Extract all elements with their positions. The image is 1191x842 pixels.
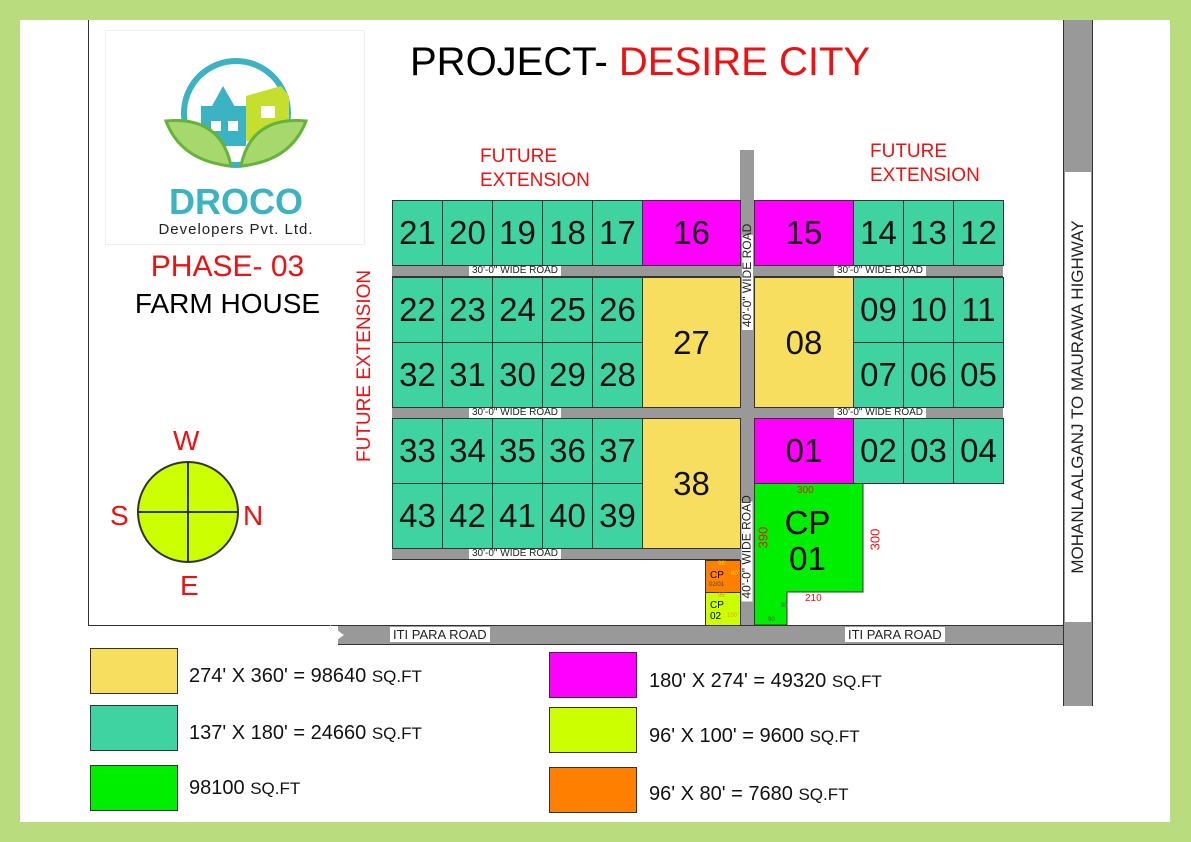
main-road-label-top: 40'-0" WIDE ROAD xyxy=(740,224,754,330)
compass-w: W xyxy=(173,425,200,456)
cp02-plot[interactable]: 96' CP 02 100' xyxy=(705,592,741,626)
cp01-plot[interactable] xyxy=(754,483,866,627)
iti-road-label-left: ITI PARA ROAD xyxy=(390,627,490,642)
legend-swatch-teal xyxy=(90,705,178,751)
legend-text: 96' X 100' = 9600 SQ.FT xyxy=(649,725,860,747)
plot-19[interactable]: 19 xyxy=(492,200,543,266)
plot-05[interactable]: 05 xyxy=(953,342,1004,408)
plot-14[interactable]: 14 xyxy=(853,200,904,266)
plot-40[interactable]: 40 xyxy=(542,483,593,549)
compass-n: N xyxy=(243,500,264,531)
plot-11[interactable]: 11 xyxy=(953,277,1004,343)
compass-icon xyxy=(137,461,239,563)
plot-03[interactable]: 03 xyxy=(903,418,954,484)
plot-15[interactable]: 15 xyxy=(754,200,854,266)
plot-39[interactable]: 39 xyxy=(592,483,643,549)
cp01-dim-top: 300 xyxy=(797,485,814,496)
plot-34[interactable]: 34 xyxy=(442,418,493,484)
plot-25[interactable]: 25 xyxy=(542,277,593,343)
plot-16[interactable]: 16 xyxy=(642,200,741,266)
plot-04[interactable]: 04 xyxy=(953,418,1004,484)
legend-text: 96' X 80' = 7680 SQ.FT xyxy=(649,783,849,805)
plot-38[interactable]: 38 xyxy=(642,418,741,549)
cp01-dim-small: 90 xyxy=(768,617,775,623)
road-30ft-label: 30'-0" WIDE ROAD xyxy=(469,265,562,276)
plot-13[interactable]: 13 xyxy=(903,200,954,266)
plot-36[interactable]: 36 xyxy=(542,418,593,484)
highway-label: MOHANLAALGANJ TO MAURAWA HIGHWAY xyxy=(1065,172,1091,622)
cp02-label: CP 02 xyxy=(710,600,724,622)
road-30ft-label: 30'-0" WIDE ROAD xyxy=(834,407,927,418)
farm-house-label: FARM HOUSE xyxy=(134,288,321,319)
plot-31[interactable]: 31 xyxy=(442,342,493,408)
cp01-dim-notch: 210 xyxy=(805,593,822,604)
main-road-label-bottom: 40'-0" WIDE ROAD xyxy=(740,495,754,602)
plot-01[interactable]: 01 xyxy=(754,418,854,484)
logo-brand: DROCO xyxy=(169,181,303,222)
plot-29[interactable]: 29 xyxy=(542,342,593,408)
road-30ft xyxy=(392,265,740,277)
plot-23[interactable]: 23 xyxy=(442,277,493,343)
plot-07[interactable]: 07 xyxy=(853,342,904,408)
plot-41[interactable]: 41 xyxy=(492,483,543,549)
plot-08[interactable]: 08 xyxy=(754,277,854,408)
road-30ft-label: 30'-0" WIDE ROAD xyxy=(469,548,562,559)
plot-27[interactable]: 27 xyxy=(642,277,741,408)
legend-swatch-green xyxy=(90,765,178,811)
plot-10[interactable]: 10 xyxy=(903,277,954,343)
plot-02[interactable]: 02 xyxy=(853,418,904,484)
logo-company: Developers Pvt. Ltd. xyxy=(158,221,314,238)
logo: DROCO Developers Pvt. Ltd. xyxy=(105,30,365,245)
road-30ft xyxy=(392,548,740,560)
iti-road-label-right: ITI PARA ROAD xyxy=(845,627,945,642)
plot-33[interactable]: 33 xyxy=(392,418,443,484)
legend-swatch-lime xyxy=(549,707,637,753)
logo-house-icon xyxy=(163,58,309,168)
plot-26[interactable]: 26 xyxy=(592,277,643,343)
cp01-dim-left: 390 xyxy=(755,526,771,549)
road-30ft-label: 30'-0" WIDE ROAD xyxy=(834,265,927,276)
plot-32[interactable]: 32 xyxy=(392,342,443,408)
compass-s: S xyxy=(110,500,129,531)
plot-21[interactable]: 21 xyxy=(392,200,443,266)
future-extension-top-right: FUTURE EXTENSION xyxy=(870,141,980,186)
plot-37[interactable]: 37 xyxy=(592,418,643,484)
plot-18[interactable]: 18 xyxy=(542,200,593,266)
plot-28[interactable]: 28 xyxy=(592,342,643,408)
cp01-dim-right: 300 xyxy=(867,528,883,551)
compass-e: E xyxy=(180,570,199,601)
road-end-arrow xyxy=(330,625,344,645)
page-title: PROJECT- DESIRE CITY xyxy=(410,40,871,84)
phase-label: PHASE- 03 xyxy=(150,250,305,283)
plot-24[interactable]: 24 xyxy=(492,277,543,343)
plot-06[interactable]: 06 xyxy=(903,342,954,408)
legend-swatch-magenta xyxy=(549,652,637,698)
plot-09[interactable]: 09 xyxy=(853,277,904,343)
cp01-label: CP 01 xyxy=(784,504,831,577)
legend-text: 274' X 360' = 98640 SQ.FT xyxy=(189,665,422,687)
future-extension-left: FUTURE EXTENSION xyxy=(354,269,375,462)
road-30ft-label: 30'-0" WIDE ROAD xyxy=(469,407,562,418)
plot-22[interactable]: 22 xyxy=(392,277,443,343)
plot-12[interactable]: 12 xyxy=(953,200,1004,266)
plot-17[interactable]: 17 xyxy=(592,200,643,266)
site-boundary-bottom xyxy=(88,625,338,626)
cp0201-plot[interactable]: 96' CP 80' 02/01 xyxy=(705,560,741,593)
project-name: DESIRE CITY xyxy=(618,40,871,84)
legend-swatch-orange xyxy=(549,767,637,813)
plot-43[interactable]: 43 xyxy=(392,483,443,549)
plot-35[interactable]: 35 xyxy=(492,418,543,484)
future-extension-top-left: FUTURE EXTENSION xyxy=(480,146,590,191)
plot-42[interactable]: 42 xyxy=(442,483,493,549)
plot-30[interactable]: 30 xyxy=(492,342,543,408)
legend-swatch-yellow xyxy=(90,648,178,694)
site-boundary-left xyxy=(88,20,89,626)
cp01-dim-small: 90 xyxy=(781,603,788,609)
plot-20[interactable]: 20 xyxy=(442,200,493,266)
legend-text: 137' X 180' = 24660 SQ.FT xyxy=(189,722,422,744)
legend-text: 180' X 274' = 49320 SQ.FT xyxy=(649,670,882,692)
legend-text: 98100 SQ.FT xyxy=(189,777,301,799)
